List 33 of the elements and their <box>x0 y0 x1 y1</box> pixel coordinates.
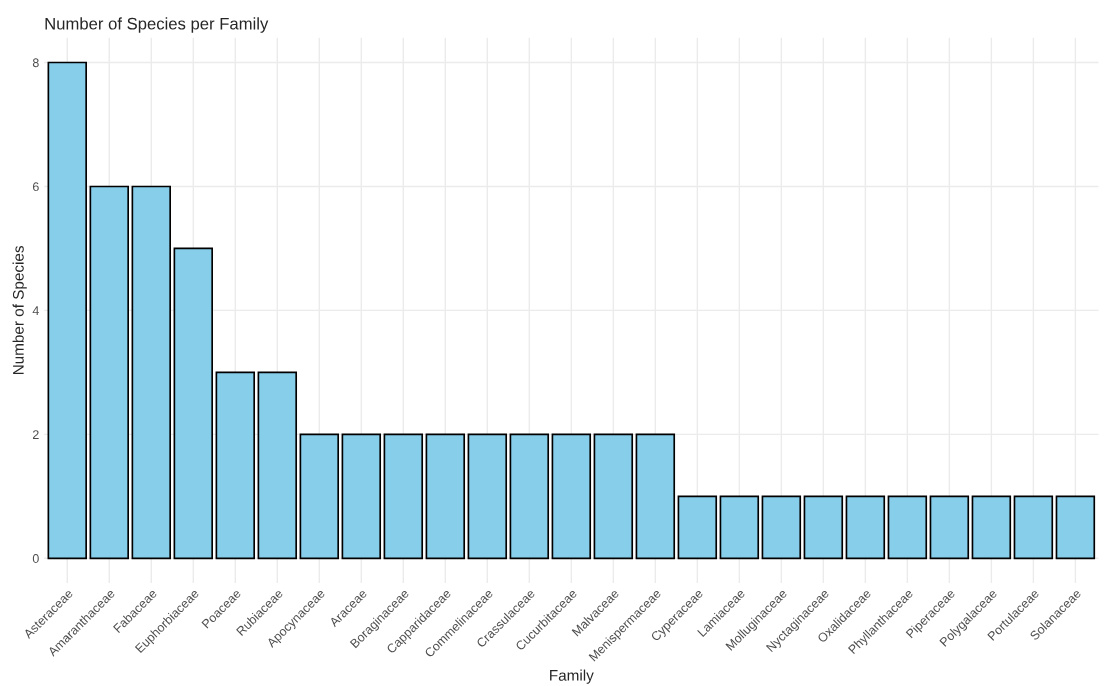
bar <box>551 433 592 560</box>
bar <box>1055 495 1096 560</box>
bar <box>803 495 844 560</box>
bar <box>299 433 340 560</box>
bar <box>47 61 87 560</box>
bar <box>257 371 298 560</box>
bar <box>845 495 886 560</box>
y-tick-label: 8 <box>32 58 39 68</box>
bar <box>341 433 382 560</box>
bar <box>971 495 1012 560</box>
bar <box>1013 495 1054 560</box>
bar <box>425 433 466 560</box>
bar <box>467 433 508 560</box>
bar <box>509 433 550 560</box>
bar <box>635 433 676 560</box>
bar <box>761 495 802 560</box>
bar <box>929 495 970 560</box>
bar <box>593 433 634 560</box>
y-tick-label: 2 <box>32 430 39 439</box>
x-axis-title: Family <box>550 669 594 684</box>
bar <box>887 495 928 560</box>
y-tick-label: 4 <box>32 306 39 315</box>
bar <box>173 247 214 560</box>
bar <box>215 371 256 560</box>
y-axis-title: Number of Species <box>12 246 27 375</box>
bar <box>383 433 424 560</box>
bar <box>131 185 172 560</box>
y-tick-label: 0 <box>32 554 39 563</box>
y-tick-label: 6 <box>32 182 39 192</box>
bar <box>719 495 760 560</box>
bar <box>89 185 130 560</box>
chart-title: Number of Species per Family <box>45 17 269 33</box>
bar <box>677 495 718 560</box>
